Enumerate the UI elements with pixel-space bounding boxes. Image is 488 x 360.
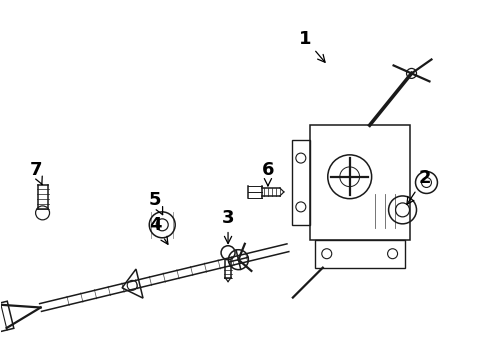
Text: 3: 3 bbox=[222, 209, 234, 244]
Bar bbox=[291, 140, 309, 225]
Text: 1: 1 bbox=[298, 30, 325, 62]
Text: 2: 2 bbox=[406, 169, 430, 204]
Text: 6: 6 bbox=[261, 161, 274, 186]
Bar bbox=[314, 240, 404, 268]
Text: 4: 4 bbox=[149, 216, 167, 244]
Text: 5: 5 bbox=[149, 191, 163, 215]
Bar bbox=[309, 125, 408, 240]
Text: 7: 7 bbox=[29, 161, 42, 185]
